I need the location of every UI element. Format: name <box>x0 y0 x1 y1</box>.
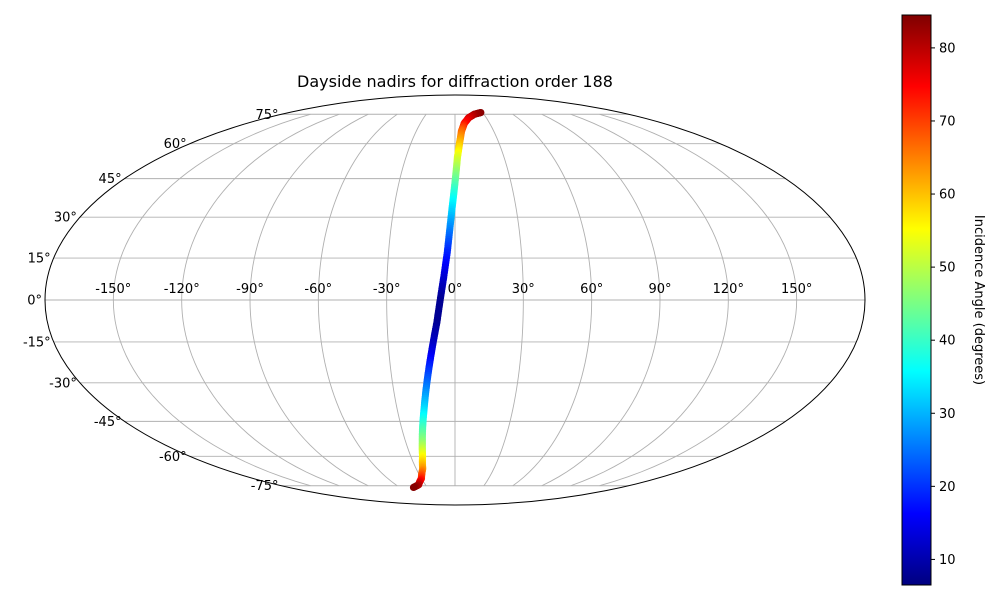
longitude-tick-label: -30° <box>373 282 401 297</box>
longitude-tick-label: 30° <box>512 282 535 297</box>
tick-labels: -150° -120° -90° -60° -30° 0° 30° 60° 90° 120° 150… <box>23 108 812 494</box>
colorbar-tick-label: 60 <box>939 188 956 203</box>
latitude-tick-label: 75° <box>255 108 278 123</box>
longitude-tick-label: -60° <box>304 282 332 297</box>
longitude-tick-label: 120° <box>713 282 744 297</box>
colorbar-tick-label: 30 <box>939 407 956 422</box>
latitude-tick-label: -75° <box>251 479 279 494</box>
latitude-tick-label: 15° <box>28 252 51 267</box>
colorbar-gradient <box>901 14 932 586</box>
longitude-tick-label: 60° <box>580 282 603 297</box>
colorbar-tick-label: 10 <box>939 553 956 568</box>
longitude-tick-label: 0° <box>448 282 463 297</box>
latitude-tick-label: 0° <box>27 294 42 309</box>
longitude-tick-label: -120° <box>164 282 200 297</box>
map-boundary <box>44 94 866 506</box>
latitude-tick-label: -60° <box>159 450 187 465</box>
longitude-tick-label: 150° <box>781 282 812 297</box>
colorbar-label: Incidence Angle (degrees) <box>971 215 986 385</box>
longitude-tick-label: -90° <box>236 282 264 297</box>
latitude-tick-label: -45° <box>94 415 122 430</box>
longitude-tick-label: -150° <box>95 282 131 297</box>
latitude-tick-label: -30° <box>49 376 77 391</box>
longitude-tick-label: 90° <box>648 282 671 297</box>
colorbar-ticks: 10 20 30 40 50 60 70 80 <box>931 41 956 568</box>
latitude-tick-label: 45° <box>99 172 122 187</box>
colorbar-tick-label: 40 <box>939 334 956 349</box>
latitude-tick-label: 60° <box>164 137 187 152</box>
colorbar: 10 20 30 40 50 60 70 80 Incidence Angle (degree… <box>901 14 986 586</box>
chart-title: Dayside nadirs for diffraction order 188 <box>297 72 613 91</box>
data-point <box>409 483 418 492</box>
colorbar-tick-label: 70 <box>939 115 956 130</box>
data-points <box>409 108 485 492</box>
latitude-tick-label: 30° <box>54 211 77 226</box>
colorbar-tick-label: 80 <box>939 41 956 56</box>
latitude-tick-label: -15° <box>23 336 51 351</box>
colorbar-tick-label: 50 <box>939 261 956 276</box>
colorbar-tick-label: 20 <box>939 480 956 495</box>
